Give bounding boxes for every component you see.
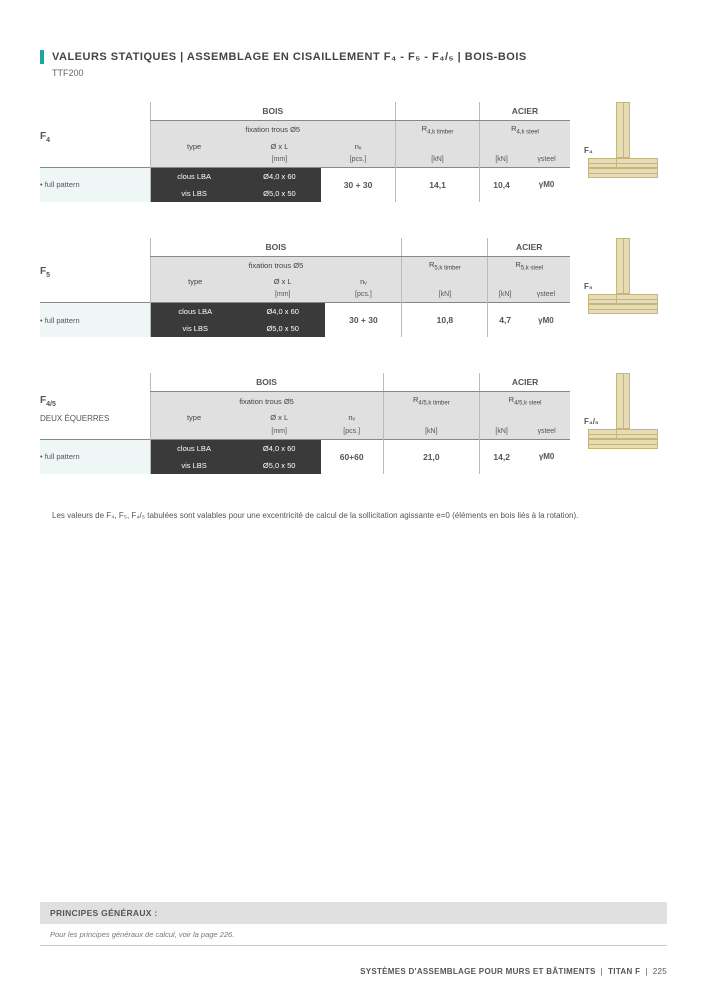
note-text: Les valeurs de F₄, F₅, F₄/₅ tabulées son… xyxy=(52,510,667,521)
principles-body: Pour les principes généraux de calcul, v… xyxy=(40,924,667,946)
footer-page: 225 xyxy=(653,967,667,976)
beam-diagram: F₅ xyxy=(588,238,658,314)
page-footer: SYSTÈMES D'ASSEMBLAGE POUR MURS ET BÂTIM… xyxy=(360,967,667,976)
footer-mid: TITAN F xyxy=(608,967,640,976)
page-subtitle: TTF200 xyxy=(52,68,667,78)
diagram-label: F₄ xyxy=(584,146,593,155)
footer-left: SYSTÈMES D'ASSEMBLAGE POUR MURS ET BÂTIM… xyxy=(360,967,596,976)
beam-diagram: F₄/₅ xyxy=(588,373,658,449)
diagram-label: F₄/₅ xyxy=(584,417,599,426)
page-title: VALEURS STATIQUES | ASSEMBLAGE EN CISAIL… xyxy=(52,51,527,63)
table-block: BOIS ACIER F4/5 DEUX ÉQUERRES fixation t… xyxy=(40,373,667,474)
accent-bar xyxy=(40,50,44,64)
diagram-label: F₅ xyxy=(584,282,593,291)
data-table: BOIS ACIER F4/5 DEUX ÉQUERRES fixation t… xyxy=(40,373,570,474)
principles-box: PRINCIPES GÉNÉRAUX : Pour les principes … xyxy=(40,902,667,946)
beam-diagram: F₄ xyxy=(588,102,658,178)
title-row: VALEURS STATIQUES | ASSEMBLAGE EN CISAIL… xyxy=(40,50,667,64)
data-table: BOIS ACIER F4 fixation trous Ø5 R4,k tim… xyxy=(40,102,570,202)
table-block: BOIS ACIER F4 fixation trous Ø5 R4,k tim… xyxy=(40,102,667,202)
principles-heading: PRINCIPES GÉNÉRAUX : xyxy=(40,902,667,924)
table-block: BOIS ACIER F5 fixation trous Ø5 R5,k tim… xyxy=(40,238,667,338)
data-table: BOIS ACIER F5 fixation trous Ø5 R5,k tim… xyxy=(40,238,570,338)
